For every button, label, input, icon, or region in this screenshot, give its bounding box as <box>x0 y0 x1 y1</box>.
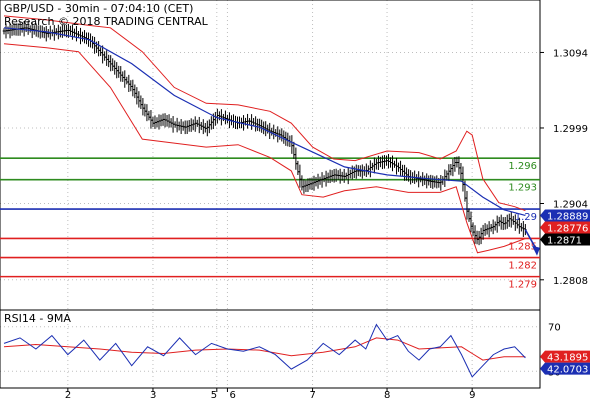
price-badge-label: 1.28776 <box>547 223 588 234</box>
price-badge-label: 1.2871 <box>547 235 582 246</box>
price-badge-label: 1.28889 <box>547 211 588 222</box>
rsi-panel-label: RSI14 - 9MA <box>4 312 71 325</box>
price-badge: 1.28889 <box>540 209 590 222</box>
x-tick-label: 7 <box>310 390 316 400</box>
x-tick-label: 8 <box>384 390 390 400</box>
rsi-tick-label: 70 <box>548 323 561 334</box>
y-tick-label: 1.2808 <box>553 276 588 287</box>
level-label: 1.293 <box>508 183 537 194</box>
x-tick-label: 9 <box>469 390 475 400</box>
rsi-line <box>3 323 526 378</box>
price-badge: 1.28776 <box>540 221 590 234</box>
rsi-badge: 42.0703 <box>540 362 590 376</box>
level-label: 1.279 <box>508 280 537 291</box>
chart-title: GBP/USD - 30min - 07:04:10 (CET) <box>4 2 193 15</box>
level-label: 1.282 <box>508 261 537 272</box>
rsi-badge: 43.1895 <box>540 350 590 364</box>
bollinger-lower-line <box>3 43 526 254</box>
bollinger-layer <box>3 15 526 254</box>
rsi-layer <box>3 323 526 378</box>
levels-layer: 1.296 1.293 1.29 1.285 1.282 1.279 <box>0 157 540 291</box>
moving-average-line <box>3 27 526 216</box>
x-tick-label: 3 <box>150 390 156 400</box>
x-tick-label: 6 <box>229 390 235 400</box>
price-layer <box>2 20 540 256</box>
x-tick-label: 5 <box>211 390 217 400</box>
forecast-arrow-head <box>532 245 540 256</box>
level-label: 1.29 <box>515 212 537 223</box>
level-label: 1.296 <box>508 161 537 172</box>
rsi-badge-label: 42.0703 <box>547 365 588 376</box>
rsi-badge-label: 43.1895 <box>547 353 588 364</box>
chart-subtitle: Research © 2018 TRADING CENTRAL <box>4 15 209 28</box>
x-tick-label: 2 <box>65 390 71 400</box>
y-tick-label: 1.2904 <box>553 199 588 210</box>
level-label: 1.285 <box>508 241 537 252</box>
bollinger-upper-line <box>3 15 526 212</box>
rsi-panel-frame <box>0 309 541 389</box>
price-badge: 1.2871 <box>540 233 590 246</box>
y-tick-label: 1.3094 <box>553 48 588 59</box>
forecast-arrow-shaft <box>524 229 537 250</box>
rsi-ma-line <box>3 337 526 361</box>
grid-layer <box>0 0 540 388</box>
y-tick-label: 1.2999 <box>553 124 588 135</box>
